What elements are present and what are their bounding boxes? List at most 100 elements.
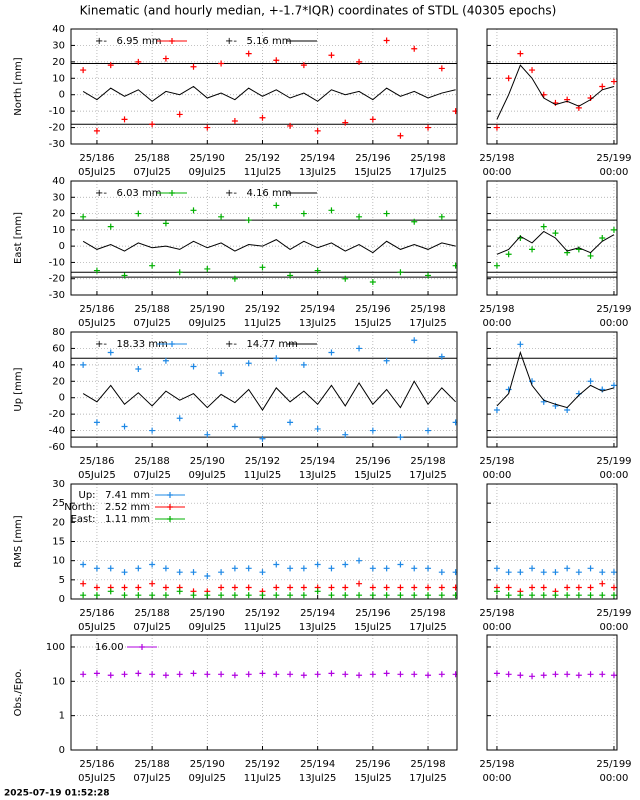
point [411,592,418,599]
x-tick-label: 25/198 [479,608,514,619]
point [149,561,156,568]
point [383,584,390,591]
point [259,435,266,442]
point [273,584,280,591]
point [369,592,376,599]
point [121,423,128,430]
point [162,220,169,227]
legend-label: +- 6.03 mm [95,188,161,199]
plot-frame [70,483,458,600]
point [438,584,445,591]
point [273,561,280,568]
point [411,45,418,52]
point [356,580,363,587]
point [342,431,349,438]
point [80,580,87,587]
point [397,269,404,276]
x-tick-label: 25/190 [190,456,225,467]
point [245,565,252,572]
plot-area [80,202,457,285]
x-tick-label: 25/190 [190,759,225,770]
point [425,427,432,434]
x-tick-label: 25/198 [479,759,514,770]
point [190,363,197,370]
x-tick-label: 25/192 [245,153,280,164]
point [93,127,100,134]
point [610,226,617,233]
x-tick-label: 25/192 [245,608,280,619]
point [505,386,512,393]
x-tick-sublabel: 11Jul25 [244,470,282,481]
median-line [496,64,615,120]
point [135,365,142,372]
point [176,671,183,678]
y-tick-label: -30 [49,290,65,301]
point [121,272,128,279]
y-tick-label: -30 [49,139,65,150]
point [425,565,432,572]
point [80,671,87,678]
plot-area [80,670,457,679]
legend-label: +- 6.95 mm [95,36,161,47]
point [300,62,307,69]
point [204,265,211,272]
x-tick-label: 25/194 [300,608,335,619]
x-tick-sublabel: 17Jul25 [409,773,447,784]
point [552,592,559,599]
point [452,584,457,591]
point [204,573,211,579]
point [273,355,280,362]
x-tick-label: 25/198 [410,153,445,164]
point [610,78,617,85]
point [259,592,266,599]
x-tick-sublabel: 07Jul25 [133,167,171,178]
point [93,419,100,426]
x-tick-label: 25/194 [300,304,335,315]
point [218,60,225,67]
plot-frame [486,483,618,600]
x-tick-label: 25/199 [596,608,631,619]
point [231,118,238,124]
point [369,565,376,572]
point [328,565,335,572]
point [438,592,445,599]
y-tick-label: 20 [52,209,65,220]
legend-label: +- 14.77 mm [225,339,298,350]
y-tick-label: 0 [59,90,65,101]
point [342,561,349,568]
y-tick-label: 0 [59,393,65,404]
x-tick-label: 25/198 [479,304,514,315]
x-tick-sublabel: 09Jul25 [189,318,227,329]
y-axis-label: East [mm] [13,212,24,264]
x-tick-label: 25/196 [355,304,390,315]
point [218,671,225,678]
point [575,592,582,599]
point [564,565,571,572]
point [587,592,594,599]
x-tick-sublabel: 07Jul25 [133,773,171,784]
point [287,565,294,572]
x-tick-label: 25/186 [79,759,114,770]
point [204,592,211,599]
legend-label: North: 2.52 mm [64,502,150,513]
point [162,55,169,62]
y-tick-label: -60 [49,442,65,453]
point [245,50,252,57]
point [529,592,536,599]
plot-frame [486,180,618,296]
x-tick-sublabel: 05Jul25 [78,622,116,633]
x-tick-label: 25/198 [410,456,445,467]
point [314,561,321,568]
point [121,592,128,599]
x-tick-label: 25/196 [355,759,390,770]
plot-area [80,557,457,599]
legend-label: East: 1.11 mm [71,514,150,525]
point [587,584,594,591]
point [80,67,87,74]
x-tick-sublabel: 07Jul25 [133,318,171,329]
y-tick-label: 40 [52,24,65,35]
point [383,592,390,599]
x-tick-sublabel: 00:00 [600,470,629,481]
x-tick-sublabel: 05Jul25 [78,470,116,481]
x-tick-sublabel: 09Jul25 [189,167,227,178]
